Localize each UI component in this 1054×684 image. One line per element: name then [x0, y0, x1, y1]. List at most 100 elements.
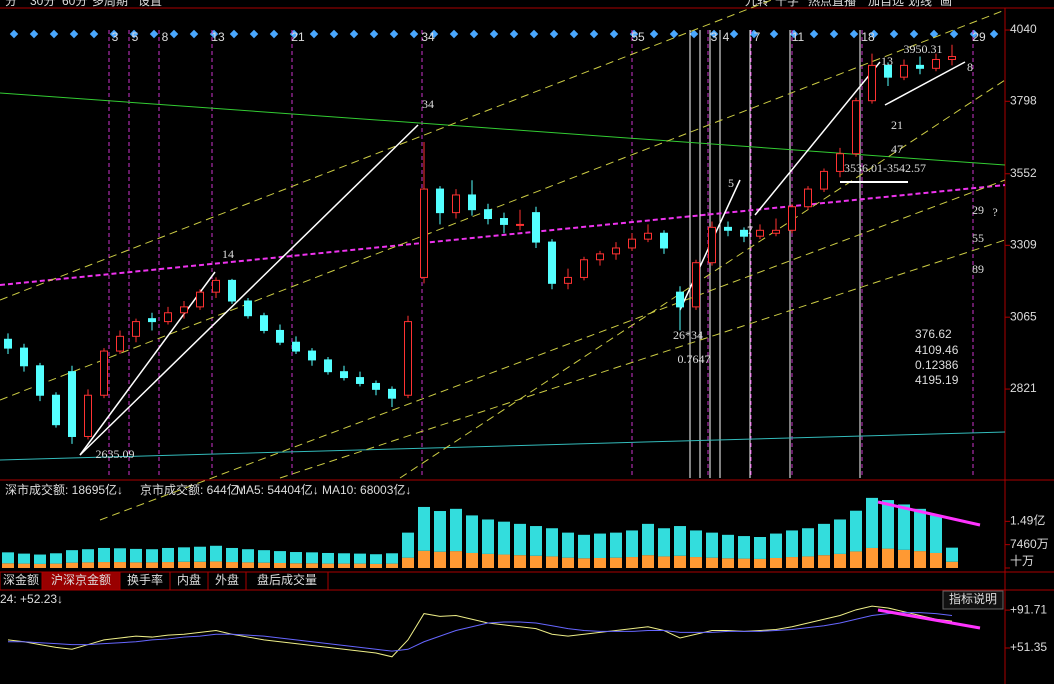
volume-bar-cyan [466, 515, 478, 553]
tab-label[interactable]: 外盘 [215, 572, 239, 587]
candle-body [756, 229, 764, 237]
volume-bar-orange [866, 547, 878, 568]
diamond [909, 29, 919, 39]
volume-bar-orange [498, 554, 510, 568]
candle-body [548, 241, 556, 284]
volume-bar-orange [546, 556, 558, 568]
y-tick-label: 十万 [1010, 554, 1034, 568]
volume-bar-cyan [770, 533, 782, 558]
volume-bar-cyan [722, 534, 734, 559]
candle-body [708, 226, 716, 264]
toolbar-item[interactable]: 热点直播 [808, 0, 856, 8]
divergence-line [877, 608, 981, 630]
diamond [249, 29, 259, 39]
volume-bar-orange [194, 561, 206, 568]
fib-time-label: 8 [162, 30, 169, 44]
volume-bar-cyan [306, 552, 318, 564]
tab-label[interactable]: 沪深京金额 [51, 572, 111, 587]
volume-bar-orange [82, 562, 94, 568]
volume-bar-orange [34, 563, 46, 568]
candle-body [260, 315, 268, 331]
toolbar-item[interactable]: 设置 [138, 0, 162, 8]
volume-bar-orange [162, 562, 174, 568]
candle-body [900, 64, 908, 78]
volume-bar-cyan [850, 510, 862, 552]
toolbar-item[interactable]: 60分 [62, 0, 87, 8]
diamond [49, 29, 59, 39]
diamond [849, 29, 859, 39]
annotation: 14 [222, 247, 234, 261]
diamond [489, 29, 499, 39]
volume-bar-cyan [546, 528, 558, 557]
toolbar-item[interactable]: 30分 [30, 0, 55, 8]
volume-bar-orange [338, 563, 350, 568]
volume-bar-orange [930, 552, 942, 568]
candle-body [772, 229, 780, 234]
diamond [349, 29, 359, 39]
diamond [9, 29, 19, 39]
tab[interactable] [245, 571, 329, 591]
diamond [889, 29, 899, 39]
candle-body [564, 276, 572, 284]
volume-bar-cyan [354, 553, 366, 564]
cyan-line [0, 431, 1006, 461]
diamond [389, 29, 399, 39]
button[interactable] [942, 590, 1004, 610]
diamond [369, 29, 379, 39]
volume-bar-orange [210, 561, 222, 568]
toolbar-item[interactable]: 九转 [745, 0, 769, 8]
candle-body [100, 350, 108, 396]
toolbar-item[interactable]: 画 [940, 0, 952, 8]
tab-label[interactable]: 深金额 [3, 572, 39, 587]
candle-body [724, 226, 732, 231]
annotation: 47 [891, 142, 903, 156]
volume-bar-orange [466, 552, 478, 568]
candle-body [676, 291, 684, 308]
volume-bar-orange [770, 557, 782, 568]
annotation: 55 [972, 231, 984, 245]
diamond [29, 29, 39, 39]
volume-legend: 深市成交额: 18695亿↓ [5, 482, 123, 497]
annotation: 2635.09 [96, 447, 135, 461]
volume-bar-cyan [194, 546, 206, 562]
diamond [589, 29, 599, 39]
button-label[interactable]: 指标说明 [949, 591, 997, 606]
volume-bar-cyan [146, 549, 158, 563]
annotation: 5 [728, 176, 734, 190]
toolbar-item[interactable]: 十字 [775, 0, 799, 8]
volume-bar-cyan [434, 511, 446, 552]
diamond [509, 29, 519, 39]
volume-bar-orange [722, 558, 734, 568]
toolbar-item[interactable]: 划线 [908, 0, 932, 8]
volume-bar-cyan [754, 537, 766, 559]
diamond [569, 29, 579, 39]
volume-bar-orange [690, 557, 702, 568]
volume-bar-orange [754, 558, 766, 568]
channel-line [279, 239, 1006, 479]
candle-body [484, 209, 492, 220]
tab-label[interactable]: 换手率 [127, 572, 163, 587]
volume-bar-cyan [514, 523, 526, 556]
volume-bar-cyan [914, 508, 926, 552]
volume-bar-cyan [786, 530, 798, 558]
volume-bar-cyan [82, 549, 94, 563]
y-tick-label: 3309 [1010, 237, 1037, 251]
tab-label[interactable]: 内盘 [177, 572, 201, 587]
toolbar-item[interactable]: 多周期 [92, 0, 128, 8]
candle-body [692, 262, 700, 308]
info-value: 0.12386 [915, 358, 959, 372]
volume-bar-cyan [274, 551, 286, 563]
tab-label[interactable]: 盘后成交量 [257, 572, 317, 587]
volume-bar-cyan [626, 530, 638, 558]
volume-bar-cyan [258, 550, 270, 563]
volume-bar-orange [578, 558, 590, 568]
magenta-line [0, 184, 1006, 286]
white-trend [79, 124, 419, 456]
toolbar-item[interactable]: 分 [5, 0, 17, 8]
channel-line [99, 179, 1006, 521]
candle-body [308, 350, 316, 361]
volume-legend: MA5: 54404亿↓ [236, 482, 319, 497]
volume-bar-orange [2, 563, 14, 568]
candle-body [276, 329, 284, 343]
toolbar-item[interactable]: 加自选 [868, 0, 904, 8]
